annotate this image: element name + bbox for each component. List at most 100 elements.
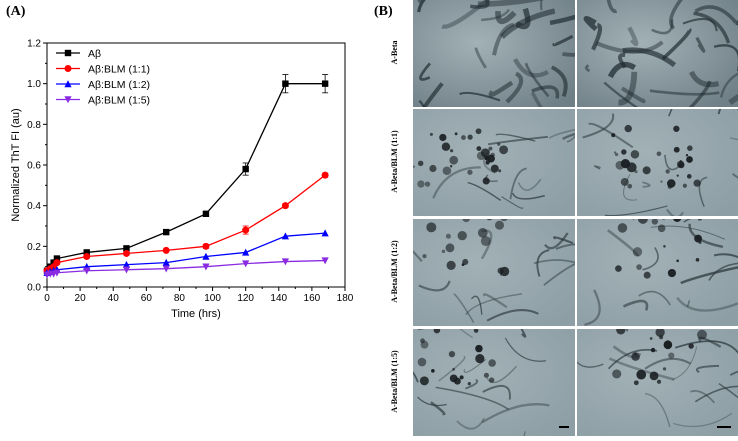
fibril <box>665 208 684 216</box>
aggregate-blob <box>656 379 662 384</box>
aggregate-blob <box>663 245 666 248</box>
data-point <box>321 229 329 237</box>
scale-bar <box>717 426 731 428</box>
aggregate-blob <box>686 156 693 163</box>
aggregate-blob <box>419 376 429 386</box>
aggregate-blob <box>476 146 482 151</box>
aggregate-blob <box>667 179 676 188</box>
fibril <box>509 167 527 200</box>
legend-entry: Aβ:BLM (1:2) <box>88 79 150 91</box>
aggregate-blob <box>499 145 509 155</box>
aggregate-blob <box>431 369 435 373</box>
data-point <box>53 255 61 262</box>
fibril <box>552 236 574 244</box>
chart-series <box>43 74 329 279</box>
aggregate-blob <box>420 340 429 349</box>
fibril <box>549 14 575 26</box>
aggregate-blob <box>462 219 471 223</box>
aggregate-blob <box>441 249 446 254</box>
aggregate-blob <box>449 374 458 383</box>
chart-legend: Aβ Aβ:BLM (1:1) Aβ:BLM (1:2) Aβ:BLM (1:5) <box>56 48 150 106</box>
fibril <box>488 80 514 97</box>
aggregate-blob <box>694 234 702 243</box>
aggregate-blob <box>663 340 673 350</box>
fibril <box>728 93 738 105</box>
fibril <box>471 295 483 315</box>
aggregate-blob <box>616 329 626 335</box>
aggregate-blob <box>426 222 437 233</box>
fibril <box>531 85 560 99</box>
fibril <box>729 137 738 141</box>
fibril <box>465 293 523 316</box>
fibril <box>729 370 738 376</box>
fibril <box>694 5 738 24</box>
fibril <box>418 280 451 292</box>
fibril <box>504 337 547 362</box>
aggregate-blob <box>483 372 489 378</box>
fibril <box>669 0 683 30</box>
aggregate-blob <box>445 233 451 239</box>
aggregate-blob <box>433 329 441 334</box>
chart-axes: 0 20 40 60 80 100 120 140 160 180 0.0 0.2 0.4 0.6 0.8 1… <box>10 39 354 321</box>
panel-a-label: (A) <box>6 4 26 19</box>
fibril <box>513 58 549 78</box>
fibril <box>550 65 568 98</box>
aggregate-blob <box>698 240 702 244</box>
fibril <box>501 196 524 209</box>
aggregate-blob <box>636 369 647 380</box>
aggregate-blob <box>630 150 640 159</box>
aggregate-blob <box>688 343 694 349</box>
aggregate-blob <box>461 263 465 267</box>
data-point <box>321 171 329 179</box>
fibril <box>555 243 575 250</box>
fibril-texture <box>584 219 738 326</box>
aggregate-blob <box>632 247 643 257</box>
aggregate-blob <box>695 257 700 262</box>
fibril <box>438 355 466 382</box>
series-4 <box>43 257 329 279</box>
fibril <box>486 365 518 384</box>
aggregate-blob <box>497 142 501 146</box>
x-tick-label: 80 <box>174 293 186 304</box>
fibril-texture <box>413 128 575 209</box>
fibril <box>540 0 543 11</box>
fibril <box>661 27 692 61</box>
aggregate-blob <box>488 146 493 151</box>
fibril <box>523 431 526 436</box>
aggregate-blob <box>657 224 666 233</box>
aggregate-blob <box>649 337 653 340</box>
fibril <box>588 122 634 149</box>
aggregate-blob <box>673 125 680 132</box>
fibril <box>638 290 671 306</box>
aggregate-blob <box>498 169 502 173</box>
x-tick-label: 100 <box>204 293 221 304</box>
series-line <box>46 83 326 272</box>
x-tick-label: 140 <box>270 293 287 304</box>
aggregate-blob <box>615 160 625 170</box>
aggregate-blob <box>686 174 692 179</box>
fibril <box>672 412 733 428</box>
fibril <box>668 109 673 117</box>
aggregate-blob <box>494 220 505 230</box>
fibril <box>688 223 724 248</box>
fibril <box>719 72 738 98</box>
data-point <box>122 260 131 268</box>
aggregate-blob <box>697 219 702 221</box>
aggregate-blob <box>475 354 485 364</box>
tem-micrograph <box>577 329 738 436</box>
fibril <box>618 71 638 106</box>
fibril <box>622 47 677 68</box>
aggregate-blob <box>676 174 679 177</box>
aggregate-blob <box>660 180 663 183</box>
fibril <box>419 62 432 81</box>
aggregate-blob <box>633 380 639 386</box>
data-point <box>202 263 210 271</box>
data-point <box>122 249 130 257</box>
data-point <box>281 258 289 266</box>
data-point <box>122 266 131 274</box>
aggregate-blob <box>487 160 491 163</box>
aggregate-blob <box>467 169 473 175</box>
fibril <box>708 262 738 281</box>
fibril <box>627 26 639 47</box>
fibril <box>618 53 627 69</box>
